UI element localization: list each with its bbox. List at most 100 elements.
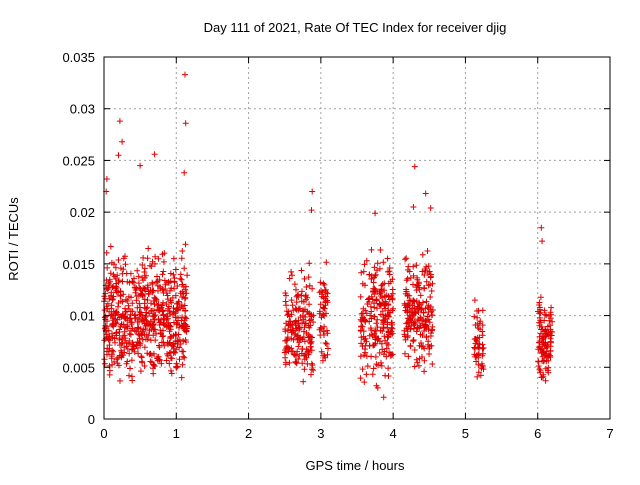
data-point	[480, 350, 486, 357]
data-point	[376, 265, 383, 272]
data-point	[170, 305, 177, 311]
data-point	[304, 294, 311, 301]
data-point	[282, 354, 289, 361]
data-point	[182, 308, 189, 314]
data-point	[536, 299, 543, 306]
data-point	[357, 375, 364, 382]
data-point	[373, 320, 380, 327]
data-point	[138, 354, 145, 361]
data-point	[361, 336, 368, 343]
data-point	[298, 267, 305, 274]
points-layer	[101, 71, 556, 401]
data-point	[160, 268, 167, 275]
point-cluster-pass-3.8h	[357, 246, 397, 391]
data-point	[418, 340, 424, 346]
data-point	[378, 340, 385, 347]
data-point	[106, 308, 113, 315]
data-point	[424, 313, 431, 320]
data-point	[135, 350, 142, 357]
data-point	[318, 293, 325, 300]
data-point	[411, 347, 418, 353]
data-point	[405, 353, 412, 360]
data-point	[367, 312, 374, 319]
data-point	[155, 353, 162, 360]
data-point	[305, 351, 312, 358]
data-point	[288, 345, 295, 352]
data-point	[116, 277, 122, 284]
data-point	[370, 365, 377, 372]
data-point	[122, 253, 128, 260]
data-point	[112, 275, 119, 282]
data-point	[299, 345, 306, 352]
data-point	[377, 247, 384, 253]
data-point	[403, 277, 410, 284]
data-point	[107, 243, 114, 250]
x-tick-label: 3	[317, 426, 324, 441]
data-point	[389, 351, 396, 358]
data-point	[479, 322, 486, 329]
data-point	[388, 352, 395, 359]
data-point	[383, 353, 390, 360]
data-point	[383, 300, 390, 307]
data-point	[358, 310, 365, 317]
data-point	[136, 300, 143, 307]
data-point	[126, 350, 133, 357]
data-point	[118, 347, 124, 354]
axes-layer	[103, 56, 611, 420]
data-point	[471, 313, 478, 320]
data-point	[141, 269, 148, 275]
data-point	[416, 284, 423, 291]
data-point	[167, 334, 174, 340]
data-point	[166, 360, 173, 367]
data-point	[419, 251, 426, 258]
data-point	[479, 332, 486, 339]
data-point	[416, 355, 423, 362]
data-point	[425, 263, 432, 270]
data-point	[180, 322, 186, 329]
data-point	[135, 325, 142, 332]
data-point	[362, 349, 369, 356]
data-point	[321, 281, 328, 288]
data-point	[423, 333, 430, 340]
data-point	[389, 325, 396, 332]
point-cluster-pass-5.2h	[471, 297, 487, 380]
data-point	[545, 369, 552, 376]
data-point	[181, 265, 188, 272]
data-point	[117, 377, 123, 384]
data-point	[286, 275, 293, 282]
data-point	[409, 305, 416, 312]
data-point	[167, 326, 174, 333]
data-point	[176, 356, 183, 363]
data-point	[102, 290, 109, 297]
data-point	[476, 320, 483, 327]
data-point	[127, 331, 134, 338]
data-point	[139, 359, 146, 366]
data-point	[321, 332, 327, 338]
data-point	[412, 309, 419, 316]
data-point	[372, 327, 378, 334]
data-point	[170, 332, 177, 339]
data-point	[140, 254, 147, 261]
data-point	[374, 324, 381, 331]
data-point	[144, 304, 151, 311]
data-point	[131, 312, 138, 319]
data-point	[181, 169, 188, 176]
data-point	[105, 284, 112, 291]
data-point	[167, 278, 174, 285]
data-point	[408, 319, 415, 326]
data-point	[324, 330, 331, 337]
data-point	[138, 353, 145, 360]
data-point	[293, 359, 300, 366]
data-point	[112, 310, 119, 317]
data-point	[369, 371, 376, 378]
data-point	[123, 339, 130, 346]
data-point	[427, 274, 434, 281]
data-point	[475, 361, 482, 368]
data-point	[171, 285, 178, 292]
data-point	[180, 353, 187, 360]
data-point	[171, 345, 177, 352]
data-point	[319, 357, 326, 364]
data-point	[542, 340, 549, 347]
data-point	[308, 366, 315, 373]
data-point	[282, 361, 289, 368]
